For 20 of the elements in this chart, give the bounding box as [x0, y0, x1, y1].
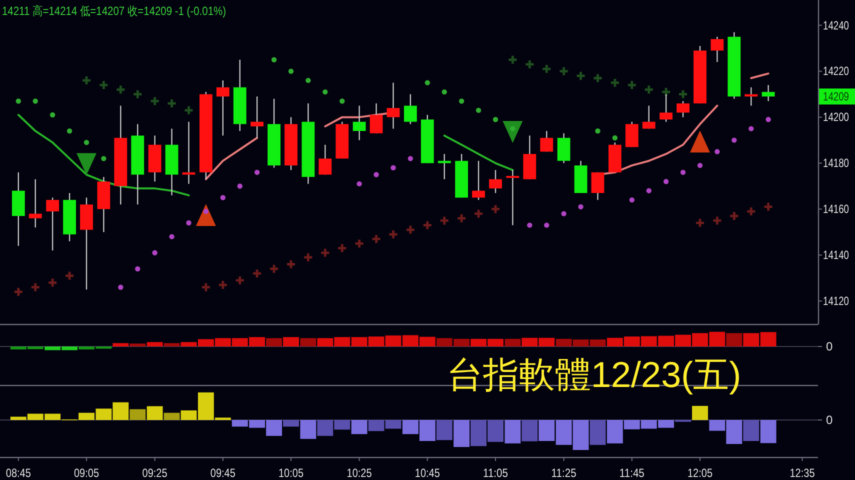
note: 台指軟體12/23(五)	[447, 354, 742, 395]
x-tick-label: 09:05	[74, 466, 104, 480]
y-tick-label: 14160	[823, 202, 855, 216]
x-tick-label: 09:25	[142, 466, 172, 480]
x-tick-label: 11:05	[483, 466, 512, 480]
y-tick-label: 14180	[823, 156, 855, 170]
zero-label: 0	[826, 413, 833, 427]
x-tick-label: 08:45	[6, 466, 36, 480]
x-tick-label: 12:35	[790, 466, 820, 480]
x-tick-label: 11:45	[619, 466, 649, 480]
x-tick-label: 11:25	[551, 466, 580, 480]
x-tick-label: 10:45	[414, 466, 445, 480]
x-tick-label: 10:25	[346, 466, 377, 480]
x-tick-label: 12:05	[688, 466, 718, 480]
y-tick-label: 14200	[823, 110, 855, 124]
zero-label: 0	[826, 340, 833, 354]
y-tick-label: 14120	[823, 294, 855, 308]
y-tick-label: 14140	[823, 248, 855, 262]
x-tick-label: 09:45	[210, 466, 240, 480]
x-tick-label: 10:05	[278, 466, 309, 480]
